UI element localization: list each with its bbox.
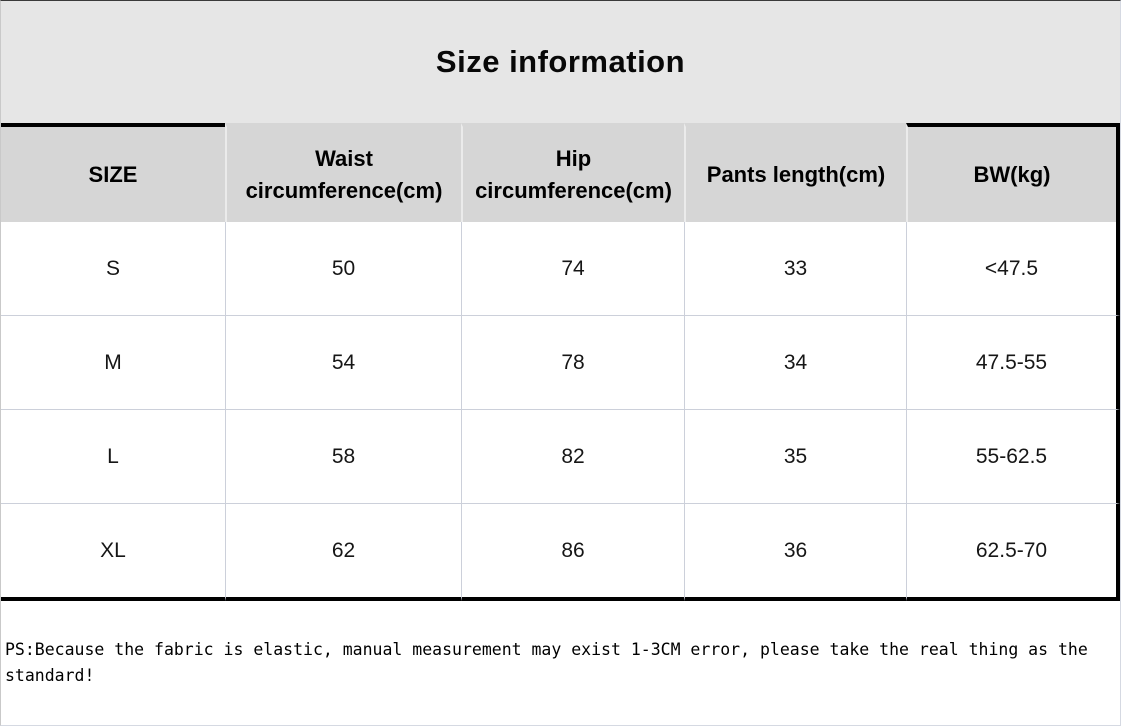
pants-length-value-cell: 34 [684,316,906,410]
pants-length-value-cell: 35 [684,410,906,504]
hip-value-cell: 74 [461,222,684,316]
size-table-header: SIZE Waist circumference(cm) Hip circumf… [1,123,1120,222]
waist-value-cell: 62 [225,504,461,601]
bw-value-cell: <47.5 [906,222,1120,316]
size-label-cell: M [1,316,225,410]
waist-value-cell: 58 [225,410,461,504]
size-label-cell: XL [1,504,225,601]
footnote-text: PS:Because the fabric is elastic, manual… [5,640,1088,685]
column-header-pants-length: Pants length(cm) [684,123,906,222]
column-header-hip: Hip circumference(cm) [461,123,684,222]
waist-value-cell: 54 [225,316,461,410]
table-row-m: M 54 78 34 47.5-55 [1,316,1120,410]
size-table: SIZE Waist circumference(cm) Hip circumf… [1,123,1120,601]
hip-value-cell: 86 [461,504,684,601]
pants-length-value-cell: 33 [684,222,906,316]
column-header-waist: Waist circumference(cm) [225,123,461,222]
hip-value-cell: 82 [461,410,684,504]
column-header-size: SIZE [1,123,225,222]
title-band: Size information [1,1,1120,123]
bw-value-cell: 55-62.5 [906,410,1120,504]
footnote: PS:Because the fabric is elastic, manual… [1,601,1120,725]
size-label-cell: L [1,410,225,504]
page-title: Size information [435,44,686,79]
size-table-body: S 50 74 33 <47.5 M 54 78 34 47.5-55 L 58… [1,222,1120,601]
waist-value-cell: 50 [225,222,461,316]
size-label-cell: S [1,222,225,316]
table-row-l: L 58 82 35 55-62.5 [1,410,1120,504]
hip-value-cell: 78 [461,316,684,410]
table-row-s: S 50 74 33 <47.5 [1,222,1120,316]
table-row-xl: XL 62 86 36 62.5-70 [1,504,1120,601]
bw-value-cell: 47.5-55 [906,316,1120,410]
column-header-bw: BW(kg) [906,123,1120,222]
bw-value-cell: 62.5-70 [906,504,1120,601]
pants-length-value-cell: 36 [684,504,906,601]
header-row: SIZE Waist circumference(cm) Hip circumf… [1,123,1120,222]
